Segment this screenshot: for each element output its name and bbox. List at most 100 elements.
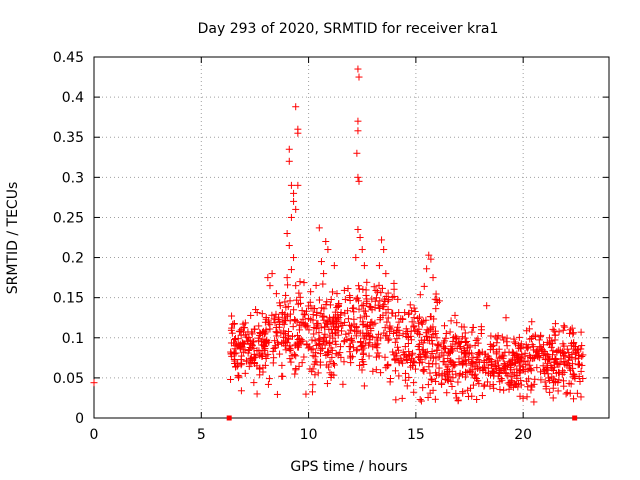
data-point	[554, 387, 562, 395]
data-point	[505, 385, 513, 393]
data-point	[439, 358, 447, 366]
data-point	[278, 372, 286, 380]
data-point	[415, 325, 423, 333]
data-point	[550, 375, 558, 383]
data-point	[403, 356, 411, 364]
data-point	[579, 375, 587, 383]
data-point	[378, 236, 386, 244]
data-point	[354, 65, 362, 73]
data-point	[560, 377, 568, 385]
data-point	[298, 359, 306, 367]
data-point	[521, 352, 529, 360]
data-point	[312, 325, 320, 333]
data-point	[483, 302, 491, 310]
data-point	[566, 329, 574, 337]
data-point	[565, 379, 573, 387]
data-point	[506, 366, 514, 374]
data-point	[355, 282, 363, 290]
data-point	[420, 282, 428, 290]
data-point	[323, 361, 331, 369]
data-point	[327, 373, 335, 381]
data-point	[408, 318, 416, 326]
data-point	[393, 335, 401, 343]
data-point	[386, 378, 394, 386]
data-point	[232, 334, 240, 342]
data-point	[309, 311, 317, 319]
data-point	[478, 392, 486, 400]
data-point	[560, 350, 568, 358]
data-point	[474, 339, 482, 347]
data-point	[384, 362, 392, 370]
data-point	[461, 346, 469, 354]
data-point	[238, 339, 246, 347]
data-point	[451, 340, 459, 348]
data-point	[529, 343, 537, 351]
data-point	[411, 308, 419, 316]
data-point	[483, 359, 491, 367]
data-point	[481, 364, 489, 372]
data-point	[335, 300, 343, 308]
data-point	[320, 305, 328, 313]
data-point	[545, 374, 553, 382]
data-point	[437, 379, 445, 387]
data-point	[311, 371, 319, 379]
data-point	[541, 378, 549, 386]
data-point	[519, 394, 527, 402]
data-point	[535, 336, 543, 344]
data-point	[515, 341, 523, 349]
data-point	[296, 278, 304, 286]
data-point	[563, 389, 571, 397]
data-point	[346, 343, 354, 351]
data-point	[572, 415, 578, 421]
data-point	[289, 332, 297, 340]
data-point	[394, 295, 402, 303]
data-point	[395, 309, 403, 317]
data-point	[458, 348, 466, 356]
data-point	[253, 309, 261, 317]
data-point	[320, 333, 328, 341]
data-point	[268, 311, 276, 319]
data-point	[308, 367, 316, 375]
data-point	[286, 297, 294, 305]
data-point	[292, 366, 300, 374]
data-point	[352, 323, 360, 331]
data-point	[351, 327, 359, 335]
data-point	[404, 340, 412, 348]
data-point	[356, 329, 364, 337]
data-point	[250, 354, 258, 362]
data-point	[380, 295, 388, 303]
data-point	[474, 350, 482, 358]
data-point	[407, 363, 415, 371]
data-point	[294, 300, 302, 308]
data-point	[337, 343, 345, 351]
data-point	[232, 362, 240, 370]
data-point	[375, 262, 383, 270]
data-point	[236, 328, 244, 336]
data-point	[277, 329, 285, 337]
data-point	[296, 335, 304, 343]
data-point	[271, 337, 279, 345]
data-point	[270, 315, 278, 323]
data-point	[537, 331, 545, 339]
data-point	[315, 336, 323, 344]
data-point	[348, 353, 356, 361]
data-point	[549, 347, 557, 355]
data-point	[556, 348, 564, 356]
data-point	[355, 285, 363, 293]
data-point	[341, 318, 349, 326]
data-point	[294, 181, 302, 189]
data-point	[513, 354, 521, 362]
data-point	[388, 293, 396, 301]
data-point	[281, 330, 289, 338]
data-point	[287, 213, 295, 221]
data-point	[565, 349, 573, 357]
data-point	[226, 415, 232, 421]
data-point	[372, 366, 380, 374]
y-tick-label: 0.4	[62, 90, 84, 106]
data-point	[311, 337, 319, 345]
data-point	[574, 360, 582, 368]
data-point	[371, 304, 379, 312]
data-point	[365, 341, 373, 349]
data-point	[297, 335, 305, 343]
data-point	[432, 290, 440, 298]
